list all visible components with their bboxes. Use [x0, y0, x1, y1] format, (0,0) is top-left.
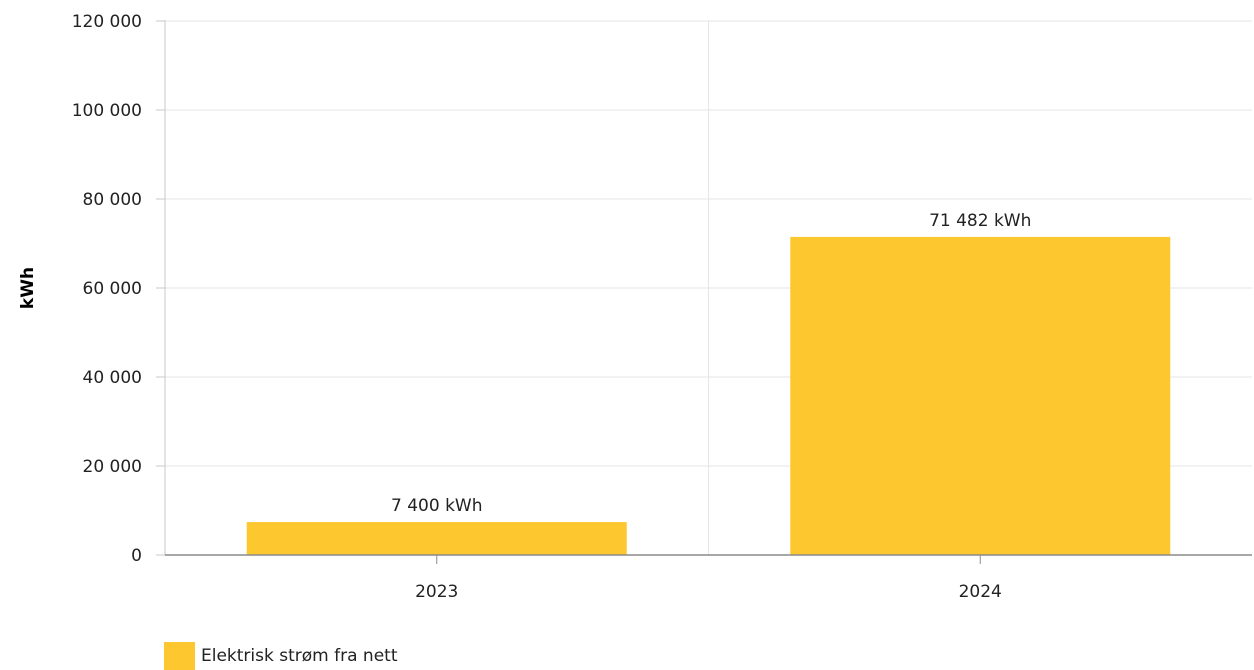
- x-tick-label: 2023: [415, 582, 458, 602]
- bar-2023: [246, 522, 627, 555]
- label-layer: 0 20 000 40 000 60 000 80 000 100 000 120 000 2…: [72, 12, 1032, 602]
- data-label: 71 482 kWh: [929, 211, 1031, 231]
- y-tick-label: 0: [131, 546, 142, 566]
- y-tick-label: 40 000: [83, 368, 142, 388]
- y-tick-label: 80 000: [83, 190, 142, 210]
- legend-swatch: [164, 642, 195, 670]
- legend-label: Elektrisk strøm fra nett: [201, 646, 398, 666]
- axis-layer: [156, 20, 1252, 564]
- x-tick-label: 2024: [959, 582, 1002, 602]
- y-tick-label: 60 000: [83, 279, 142, 299]
- y-tick-label: 100 000: [72, 101, 142, 121]
- bar-layer: [246, 236, 1171, 556]
- legend: Elektrisk strøm fra nett: [164, 642, 398, 670]
- y-axis-title: kWh: [18, 267, 38, 309]
- bar-2024: [790, 236, 1171, 556]
- data-label: 7 400 kWh: [391, 496, 483, 516]
- y-tick-label: 120 000: [72, 12, 142, 32]
- y-tick-label: 20 000: [83, 457, 142, 477]
